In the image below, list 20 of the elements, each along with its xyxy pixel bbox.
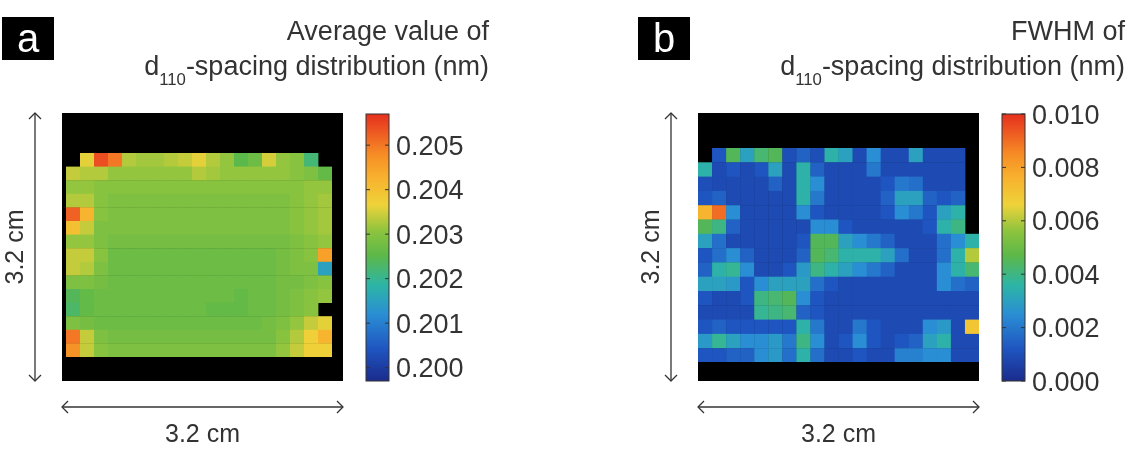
text: Average value of d$_{110}$-spacing distribution (nm) [144,16,489,89]
text: FWHM of d$_{110}$-spacing distribution (nm) [780,16,1125,89]
color-bar-label: 0.004 [1032,259,1100,290]
color-bar-label: 0.000 [1032,366,1100,397]
color-bar-label: 0.204 [396,175,464,206]
color-bar-label: 0.010 [1032,99,1100,130]
color-bar-label: 0.203 [396,219,464,250]
x-axis-title: 3.2 cm [164,419,241,447]
text: b [652,16,676,60]
color-bar-label: 0.201 [396,308,464,339]
text: a [16,16,40,60]
y-axis-title: 3.2 cm [636,209,664,285]
color-bar-label: 0.008 [1032,152,1100,183]
color-bar-label: 0.006 [1032,206,1100,237]
color-bar-label: 0.002 [1032,313,1100,344]
color-bar-label: 0.202 [396,264,464,295]
x-axis-title: 3.2 cm [800,419,877,447]
color-bar-label: 0.205 [396,130,464,161]
y-axis-title: 3.2 cm [0,209,28,285]
color-bar-label: 0.200 [396,353,464,384]
